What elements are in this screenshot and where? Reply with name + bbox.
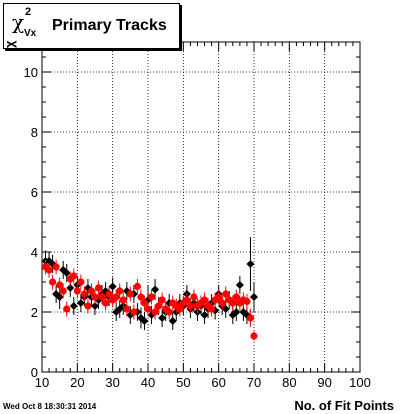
x-tick-label: 100 — [349, 375, 371, 390]
y-axis-label: χ — [2, 41, 17, 48]
data-point — [98, 293, 106, 301]
data-point — [221, 305, 230, 313]
data-point — [49, 278, 57, 286]
data-point — [91, 293, 99, 301]
y-tick-label: 6 — [31, 185, 38, 200]
data-point — [250, 332, 258, 340]
x-tick-label: 60 — [211, 375, 225, 390]
data-point — [56, 281, 64, 289]
data-point — [59, 287, 67, 295]
data-point — [232, 293, 240, 301]
data-point — [45, 266, 53, 274]
data-point — [208, 305, 216, 313]
data-point — [155, 302, 163, 310]
x-tick-label: 30 — [105, 375, 119, 390]
data-point — [108, 282, 117, 291]
data-point — [123, 305, 131, 313]
axis-tick-labels: 10 20 30 40 50 60 70 80 90 100 0 2 4 6 8 10 — [24, 65, 371, 390]
plot-frame — [41, 41, 361, 373]
data-point — [183, 296, 191, 304]
grid-lines — [42, 42, 360, 372]
x-tick-label: 40 — [141, 375, 155, 390]
data-point — [105, 290, 113, 298]
y-tick-label: 0 — [31, 365, 38, 380]
data-point — [140, 317, 149, 325]
data-point — [165, 308, 173, 316]
data-point — [84, 302, 92, 310]
data-series — [41, 237, 258, 341]
data-point — [151, 308, 159, 316]
data-point — [235, 281, 244, 289]
chart-title-box: χ 2 Vx Primary Tracks — [3, 3, 180, 49]
x-axis-label: No. of Fit Points — [294, 398, 394, 413]
x-tick-label: 70 — [247, 375, 261, 390]
data-point — [186, 302, 194, 310]
data-point — [102, 299, 110, 307]
data-point — [168, 317, 177, 325]
y-tick-label: 2 — [31, 305, 38, 320]
series-1 — [41, 259, 258, 341]
title-superscript: 2 — [25, 6, 32, 18]
chart-title: Primary Tracks — [52, 17, 167, 34]
data-point — [158, 314, 167, 322]
data-point — [246, 260, 255, 268]
x-tick-label: 10 — [35, 375, 49, 390]
data-point — [73, 287, 81, 295]
data-point — [246, 314, 255, 322]
data-point — [91, 302, 99, 310]
data-point — [250, 293, 258, 301]
data-point — [215, 293, 223, 301]
data-point — [62, 269, 71, 277]
title-chi-symbol: χ — [12, 10, 25, 34]
x-tick-label: 50 — [176, 375, 190, 390]
data-point — [77, 278, 85, 286]
data-point — [229, 299, 237, 307]
data-point — [70, 272, 78, 280]
data-point — [80, 290, 88, 298]
y-axis-label-text: χ — [2, 40, 17, 48]
data-point — [63, 305, 71, 313]
data-point — [176, 305, 184, 313]
data-point — [87, 287, 96, 295]
data-point — [94, 284, 103, 292]
data-point — [200, 311, 209, 319]
data-point — [130, 308, 138, 316]
data-point — [147, 293, 156, 301]
y-tick-label: 4 — [31, 245, 38, 260]
data-point — [55, 293, 64, 301]
data-point — [140, 299, 149, 307]
data-point — [133, 282, 141, 291]
data-point — [126, 290, 134, 298]
x-tick-label: 90 — [317, 375, 331, 390]
timestamp: Wed Oct 8 18:30:31 2014 — [3, 402, 97, 411]
data-point — [112, 293, 120, 301]
data-point — [200, 296, 209, 304]
data-point — [151, 285, 160, 294]
x-tick-label: 80 — [282, 375, 296, 390]
data-point — [66, 284, 75, 292]
data-point — [218, 299, 226, 307]
data-point — [116, 287, 124, 295]
axis-ticks — [41, 41, 361, 373]
data-point — [69, 302, 78, 310]
data-point — [222, 290, 230, 298]
data-point — [52, 263, 60, 271]
data-point — [158, 296, 166, 304]
title-subscript: Vx — [24, 28, 37, 39]
data-point — [232, 308, 241, 316]
data-point — [76, 299, 85, 307]
y-tick-label: 10 — [24, 65, 38, 80]
data-point — [144, 305, 152, 313]
y-tick-label: 8 — [31, 125, 38, 140]
x-tick-label: 20 — [70, 375, 84, 390]
data-point — [137, 293, 145, 301]
data-point — [119, 296, 127, 304]
data-point — [190, 293, 198, 301]
data-point — [243, 297, 251, 306]
